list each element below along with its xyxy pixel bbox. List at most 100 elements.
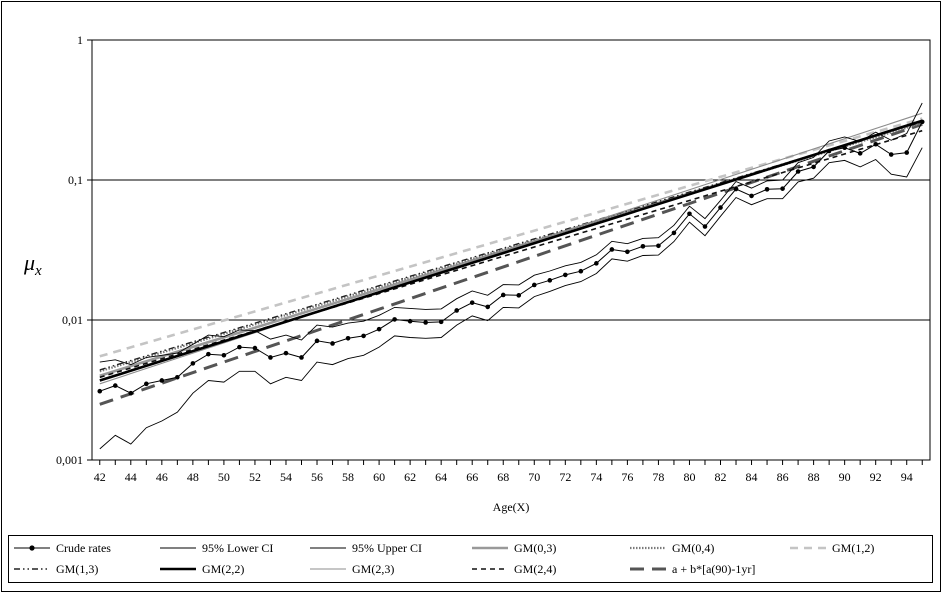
crude-rate-point (237, 344, 242, 350)
crude-rate-point (811, 164, 816, 170)
legend-label: a + b*[a(90)-1yr] (672, 562, 755, 576)
crude-rate-point (438, 319, 444, 325)
series-line-0 (99, 121, 923, 394)
crude-rate-point (888, 152, 894, 157)
legend-marker (29, 545, 35, 551)
x-tick-label: 84 (746, 470, 758, 484)
legend-item: GM(1,2) (790, 541, 874, 555)
series-line-5 (99, 117, 923, 358)
crude-rate-point (826, 148, 832, 154)
x-tick-label: 62 (404, 470, 416, 484)
legend-label: 95% Lower CI (202, 541, 273, 555)
crude-rate-point (144, 381, 149, 387)
series-layer (97, 102, 925, 450)
x-tick-label: 58 (342, 470, 354, 484)
crude-rate-point (407, 318, 413, 324)
legend-item: GM(2,4) (472, 562, 556, 576)
crude-rate-point (780, 186, 785, 191)
crude-rate-point (283, 350, 289, 356)
legend-label: 95% Upper CI (352, 541, 422, 555)
crude-rate-point (531, 282, 537, 288)
x-tick-label: 64 (435, 470, 447, 484)
crude-rate-point (469, 300, 475, 305)
crude-rate-point (904, 150, 910, 155)
series-line-9 (99, 129, 923, 379)
crude-rate-point (857, 151, 863, 156)
crude-rate-point (190, 361, 196, 366)
crude-rate-point (252, 345, 258, 351)
crude-rate-point (563, 272, 568, 278)
crude-rate-point (97, 388, 103, 394)
x-tick-label: 54 (280, 470, 292, 484)
series-line-4 (99, 122, 923, 373)
series-line-1 (99, 147, 923, 450)
legend-box (8, 535, 933, 583)
x-axis-title: Age(X) (493, 500, 530, 514)
legend-label: GM(0,4) (672, 541, 714, 555)
legend-item: GM(1,3) (14, 562, 98, 576)
crude-rate-point (423, 320, 428, 325)
x-tick-label: 72 (559, 470, 571, 484)
series-line-8 (99, 112, 923, 385)
crude-rate-point (594, 261, 599, 266)
series-line-7 (99, 119, 923, 382)
legend-item: a + b*[a(90)-1yr] (630, 562, 755, 576)
crude-rate-point (578, 268, 584, 274)
legend-item: 95% Lower CI (160, 541, 273, 555)
crude-rate-point (547, 278, 553, 283)
axis-ticks: 1 0,1 0,01 0,001 42 44 46 48 50 52 54 56 58 60 62 64 66 6… (56, 33, 923, 484)
y-axis-title: μx (23, 250, 42, 279)
x-tick-label: 48 (187, 470, 199, 484)
crude-rate-point (361, 333, 366, 339)
x-tick-label: 56 (311, 470, 323, 484)
x-tick-label: 46 (156, 470, 168, 484)
legend: Crude rates 95% Lower CI 95% Upper CI GM(0,… (14, 541, 874, 576)
crude-rate-point (919, 119, 925, 125)
x-tick-label: 88 (808, 470, 820, 484)
x-tick-label: 78 (652, 470, 664, 484)
x-tick-label: 68 (497, 470, 509, 484)
crude-rate-point (749, 193, 754, 199)
legend-label: GM(0,3) (514, 541, 556, 555)
legend-label: GM(2,2) (202, 562, 244, 576)
crude-rate-point (609, 247, 615, 252)
crude-rate-point (873, 141, 878, 147)
crude-rate-point (640, 244, 646, 249)
x-tick-label: 42 (94, 470, 106, 484)
crude-rate-point (842, 145, 847, 151)
crude-rate-point (671, 230, 677, 236)
x-tick-label: 82 (715, 470, 727, 484)
x-tick-label: 80 (683, 470, 695, 484)
x-tick-label: 52 (249, 470, 261, 484)
crude-rate-point (625, 249, 630, 255)
legend-item: GM(0,3) (472, 541, 556, 555)
series-line-10 (99, 122, 923, 406)
x-tick-label: 94 (901, 470, 913, 484)
legend-label: GM(2,3) (352, 562, 394, 576)
crude-rate-point (345, 336, 351, 341)
legend-item: Crude rates (14, 541, 111, 555)
y-tick-label: 0,1 (68, 173, 83, 187)
crude-rate-point (718, 205, 723, 210)
x-tick-label: 44 (125, 470, 137, 484)
legend-item: GM(0,4) (630, 541, 714, 555)
crude-rate-point (112, 383, 118, 388)
legend-label: GM(1,3) (56, 562, 98, 576)
y-tick-label: 0,01 (62, 313, 83, 327)
crude-rate-point (516, 293, 522, 298)
crude-rate-point (485, 304, 491, 310)
x-tick-label: 74 (590, 470, 602, 484)
crude-rate-point (795, 169, 801, 174)
x-tick-label: 60 (373, 470, 385, 484)
y-tick-label: 1 (77, 33, 83, 47)
crude-rate-point (299, 355, 304, 360)
crude-rate-point (268, 355, 273, 360)
x-tick-label: 86 (777, 470, 789, 484)
crude-rate-point (764, 187, 770, 192)
crude-rate-point (733, 186, 739, 192)
x-tick-label: 76 (621, 470, 633, 484)
legend-label: GM(1,2) (832, 541, 874, 555)
x-tick-label: 50 (218, 470, 230, 484)
crude-rate-point (314, 338, 320, 344)
